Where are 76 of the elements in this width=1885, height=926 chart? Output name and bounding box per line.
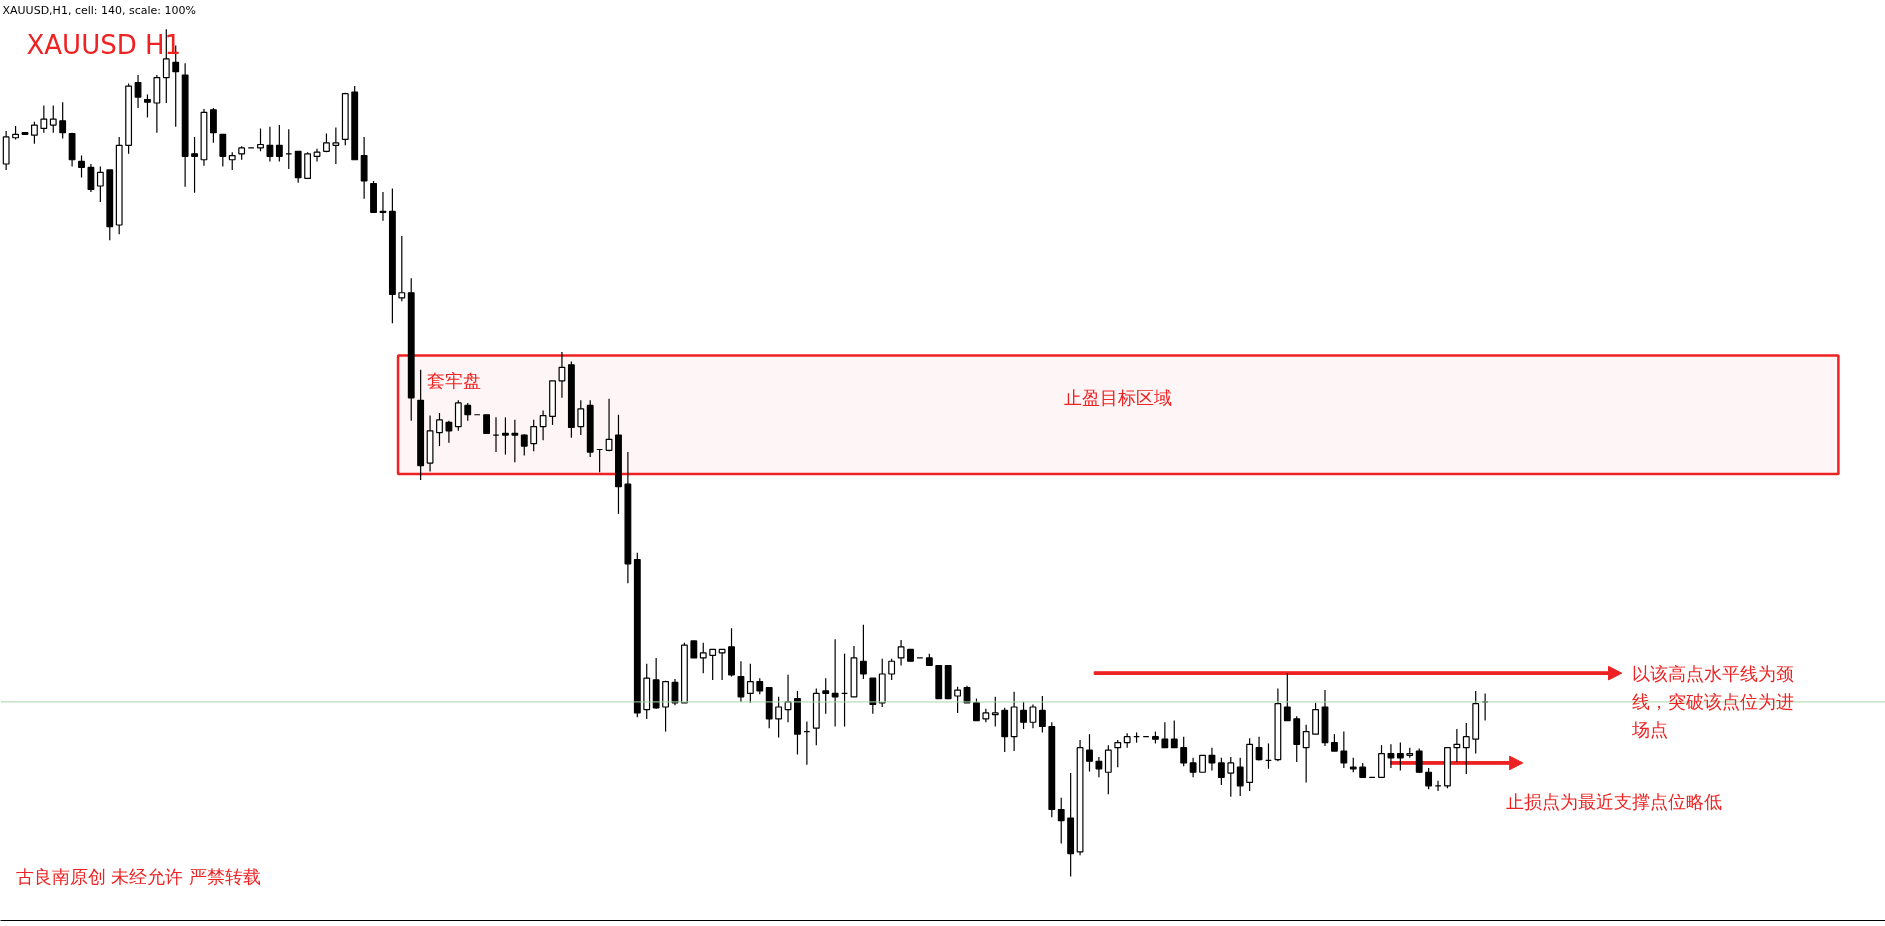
candlestick [1236, 757, 1244, 797]
candlestick [266, 126, 274, 163]
ref-line-label: 止损点为最近支撑点位略低 [1505, 790, 1722, 812]
candlestick [699, 642, 707, 674]
candlestick [1170, 719, 1178, 749]
candlestick [897, 639, 905, 667]
candlestick [191, 136, 198, 194]
candlestick [1057, 797, 1065, 845]
candlestick [859, 624, 867, 680]
candlestick [558, 351, 566, 399]
candlestick [1114, 739, 1122, 768]
candlestick [483, 414, 491, 434]
candlestick [445, 420, 453, 444]
band-label: 止盈目标区域 [1063, 387, 1172, 409]
candlestick [775, 696, 783, 739]
candlestick [144, 93, 151, 119]
candlestick [1425, 767, 1433, 790]
candlestick [1038, 695, 1046, 734]
candlestick [87, 163, 95, 193]
candlestick [502, 416, 509, 456]
candlestick [1161, 721, 1169, 749]
candlestick [1227, 756, 1235, 798]
candlestick [1020, 701, 1027, 730]
candlestick [577, 399, 585, 436]
candlestick [1462, 722, 1470, 775]
candlestick [1453, 728, 1461, 763]
candlestick [1302, 724, 1310, 784]
candlestick [737, 660, 745, 703]
candlestick [219, 133, 227, 168]
chart-subtitle: XAUUSD,H1, cell: 140, scale: 100% [2, 4, 196, 17]
candlestick [1095, 756, 1103, 778]
annotation: 套牢盘 [426, 370, 481, 392]
candlestick [1217, 757, 1225, 786]
candlestick [1180, 736, 1188, 767]
candlestick [49, 104, 57, 134]
candlestick [1340, 730, 1348, 769]
candlestick [275, 124, 283, 163]
candlestick [709, 648, 717, 681]
candlestick [1378, 744, 1385, 778]
candlestick [1283, 672, 1291, 722]
candlestick [605, 398, 613, 452]
candlestick [520, 433, 528, 457]
candlestick [954, 686, 962, 714]
candlestick [332, 126, 340, 165]
candlestick [78, 154, 85, 179]
candlestick [40, 104, 48, 134]
candlestick [991, 696, 999, 728]
candlestick [1208, 747, 1216, 772]
candlestick [30, 121, 38, 145]
candlestick [1029, 703, 1037, 729]
candlestick [1396, 742, 1404, 772]
candlestick [973, 697, 980, 722]
candlestick [209, 107, 217, 144]
candlestick [1189, 757, 1197, 778]
candlestick [1086, 733, 1093, 772]
candlestick [530, 419, 538, 452]
candlestick [134, 74, 142, 109]
candlestick [436, 412, 443, 447]
candlestick [822, 677, 830, 715]
candlestick [1104, 744, 1112, 795]
candlestick [59, 101, 67, 140]
candlestick [379, 191, 387, 222]
candlestick [454, 399, 462, 432]
candlestick [888, 658, 896, 681]
candlestick [511, 419, 519, 463]
candlestick [831, 638, 839, 728]
candlestick [257, 127, 264, 152]
candlestick [96, 165, 104, 203]
candlestick [746, 663, 754, 704]
candlestick [1415, 747, 1423, 774]
candlestick [718, 648, 726, 681]
annotation: 古良南原创 未经允许 严禁转载 [15, 865, 262, 887]
candlestick [398, 235, 406, 302]
candlestick [1387, 743, 1395, 769]
ref-line-label: 以该高点水平线为颈线，突破该点位为进场点 [1631, 662, 1795, 740]
candlestick [539, 409, 547, 441]
